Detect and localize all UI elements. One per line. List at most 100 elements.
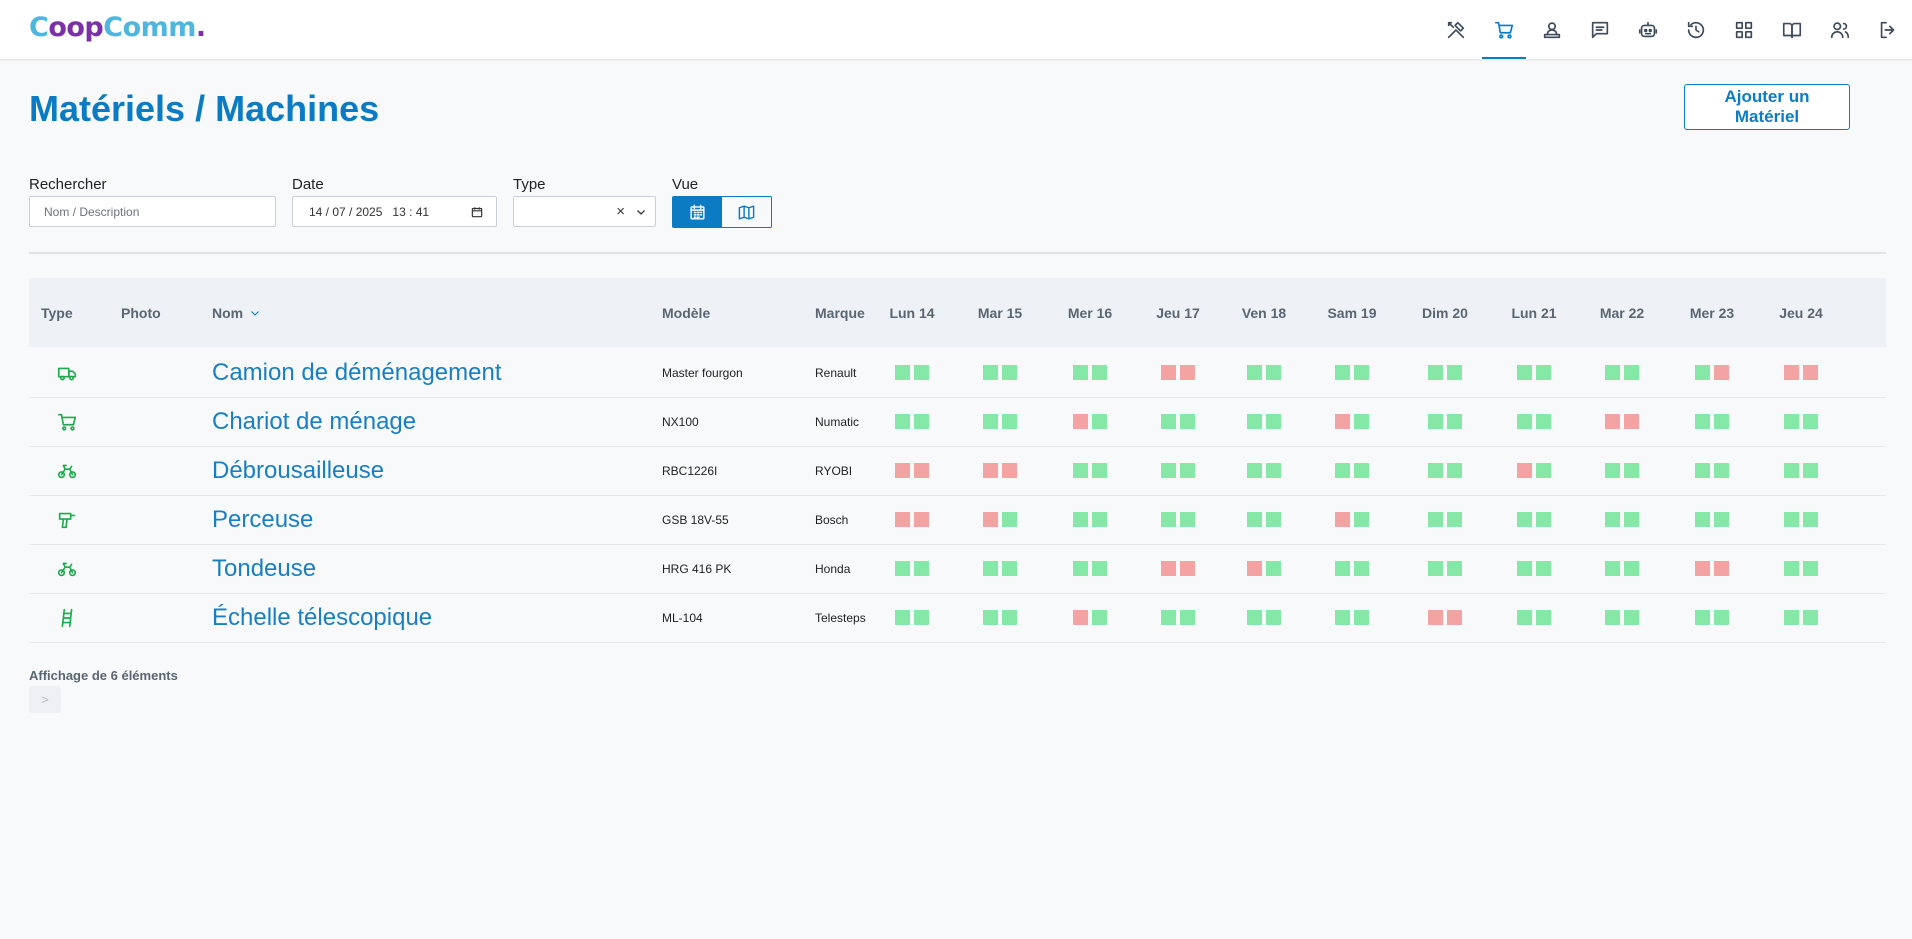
availability-cell[interactable]	[1504, 348, 1564, 397]
availability-cell[interactable]	[1592, 348, 1652, 397]
availability-cell[interactable]	[1504, 446, 1564, 495]
app-logo[interactable]: CoopComm.	[29, 12, 206, 43]
availability-cell[interactable]	[1682, 397, 1742, 446]
availability-cell[interactable]	[1504, 397, 1564, 446]
availability-cell[interactable]	[1415, 348, 1475, 397]
availability-slot-free[interactable]	[1695, 365, 1710, 380]
availability-slot-free[interactable]	[1784, 414, 1799, 429]
equipment-name-link[interactable]: Chariot de ménage	[212, 407, 417, 435]
availability-slot-free[interactable]	[1428, 365, 1443, 380]
availability-slot-free[interactable]	[1536, 414, 1551, 429]
availability-slot-free[interactable]	[1266, 561, 1281, 576]
availability-slot-free[interactable]	[1266, 463, 1281, 478]
availability-slot-booked[interactable]	[1428, 610, 1443, 625]
availability-slot-free[interactable]	[914, 414, 929, 429]
chevron-down-icon[interactable]	[635, 206, 647, 218]
availability-cell[interactable]	[1504, 593, 1564, 642]
availability-slot-free[interactable]	[1266, 610, 1281, 625]
availability-slot-free[interactable]	[983, 365, 998, 380]
availability-cell[interactable]	[1682, 544, 1742, 593]
availability-slot-free[interactable]	[1161, 463, 1176, 478]
availability-slot-free[interactable]	[1247, 365, 1262, 380]
availability-slot-free[interactable]	[1266, 365, 1281, 380]
availability-cell[interactable]	[1415, 446, 1475, 495]
nav-users[interactable]	[1816, 0, 1864, 59]
availability-cell[interactable]	[1592, 544, 1652, 593]
availability-slot-booked[interactable]	[1335, 414, 1350, 429]
nav-cart[interactable]	[1480, 0, 1528, 59]
availability-cell[interactable]	[970, 397, 1030, 446]
availability-slot-free[interactable]	[1247, 512, 1262, 527]
availability-slot-free[interactable]	[1002, 561, 1017, 576]
availability-cell[interactable]	[1148, 446, 1208, 495]
availability-slot-free[interactable]	[914, 365, 929, 380]
availability-slot-free[interactable]	[1447, 561, 1462, 576]
availability-cell[interactable]	[1060, 446, 1120, 495]
availability-slot-free[interactable]	[1695, 463, 1710, 478]
availability-slot-booked[interactable]	[1180, 365, 1195, 380]
table-row[interactable]: Débrousailleuse RBC1226I RYOBI	[29, 446, 1886, 496]
availability-slot-free[interactable]	[1517, 414, 1532, 429]
availability-cell[interactable]	[1234, 544, 1294, 593]
availability-slot-free[interactable]	[1002, 414, 1017, 429]
availability-cell[interactable]	[1148, 348, 1208, 397]
availability-slot-free[interactable]	[1624, 610, 1639, 625]
availability-slot-free[interactable]	[1335, 463, 1350, 478]
availability-slot-free[interactable]	[1536, 512, 1551, 527]
availability-slot-booked[interactable]	[914, 512, 929, 527]
availability-slot-free[interactable]	[1536, 610, 1551, 625]
equipment-name-link[interactable]: Débrousailleuse	[212, 456, 385, 484]
availability-slot-free[interactable]	[1247, 463, 1262, 478]
availability-slot-free[interactable]	[1517, 512, 1532, 527]
availability-slot-free[interactable]	[1428, 414, 1443, 429]
availability-slot-free[interactable]	[1002, 610, 1017, 625]
nav-book[interactable]	[1768, 0, 1816, 59]
availability-slot-free[interactable]	[1784, 463, 1799, 478]
availability-slot-free[interactable]	[1092, 414, 1107, 429]
availability-slot-free[interactable]	[1447, 414, 1462, 429]
availability-slot-free[interactable]	[1605, 463, 1620, 478]
availability-cell[interactable]	[1234, 348, 1294, 397]
availability-slot-booked[interactable]	[1714, 365, 1729, 380]
availability-cell[interactable]	[1060, 593, 1120, 642]
availability-slot-free[interactable]	[1447, 365, 1462, 380]
availability-slot-free[interactable]	[1180, 512, 1195, 527]
table-row[interactable]: Échelle télescopique ML-104 Telesteps	[29, 593, 1886, 643]
availability-slot-booked[interactable]	[895, 512, 910, 527]
table-row[interactable]: Camion de déménagement Master fourgon Rena…	[29, 348, 1886, 398]
availability-cell[interactable]	[1060, 397, 1120, 446]
table-row[interactable]: Perceuse GSB 18V-55 Bosch	[29, 495, 1886, 545]
availability-cell[interactable]	[1771, 495, 1831, 544]
availability-cell[interactable]	[1415, 593, 1475, 642]
clear-icon[interactable]: ×	[616, 203, 625, 220]
availability-cell[interactable]	[1771, 446, 1831, 495]
availability-cell[interactable]	[1771, 593, 1831, 642]
availability-slot-free[interactable]	[1624, 512, 1639, 527]
availability-cell[interactable]	[1682, 348, 1742, 397]
availability-cell[interactable]	[1682, 593, 1742, 642]
availability-slot-free[interactable]	[1536, 365, 1551, 380]
availability-slot-free[interactable]	[1092, 512, 1107, 527]
calendar-icon[interactable]	[470, 205, 484, 219]
availability-cell[interactable]	[1060, 544, 1120, 593]
availability-slot-free[interactable]	[1092, 365, 1107, 380]
availability-slot-free[interactable]	[1695, 610, 1710, 625]
availability-slot-free[interactable]	[1624, 365, 1639, 380]
availability-slot-booked[interactable]	[895, 463, 910, 478]
availability-slot-free[interactable]	[1784, 512, 1799, 527]
availability-cell[interactable]	[1234, 446, 1294, 495]
availability-cell[interactable]	[1234, 593, 1294, 642]
availability-slot-free[interactable]	[1695, 414, 1710, 429]
nav-apps[interactable]	[1720, 0, 1768, 59]
add-equipment-button[interactable]: Ajouter un Matériel	[1684, 84, 1850, 130]
availability-cell[interactable]	[1322, 397, 1382, 446]
availability-cell[interactable]	[1504, 544, 1564, 593]
availability-cell[interactable]	[970, 446, 1030, 495]
availability-slot-free[interactable]	[1161, 512, 1176, 527]
availability-slot-booked[interactable]	[1447, 610, 1462, 625]
availability-cell[interactable]	[1322, 446, 1382, 495]
availability-slot-booked[interactable]	[1247, 561, 1262, 576]
availability-cell[interactable]	[1322, 348, 1382, 397]
availability-slot-booked[interactable]	[983, 463, 998, 478]
table-row[interactable]: Chariot de ménage NX100 Numatic	[29, 397, 1886, 447]
